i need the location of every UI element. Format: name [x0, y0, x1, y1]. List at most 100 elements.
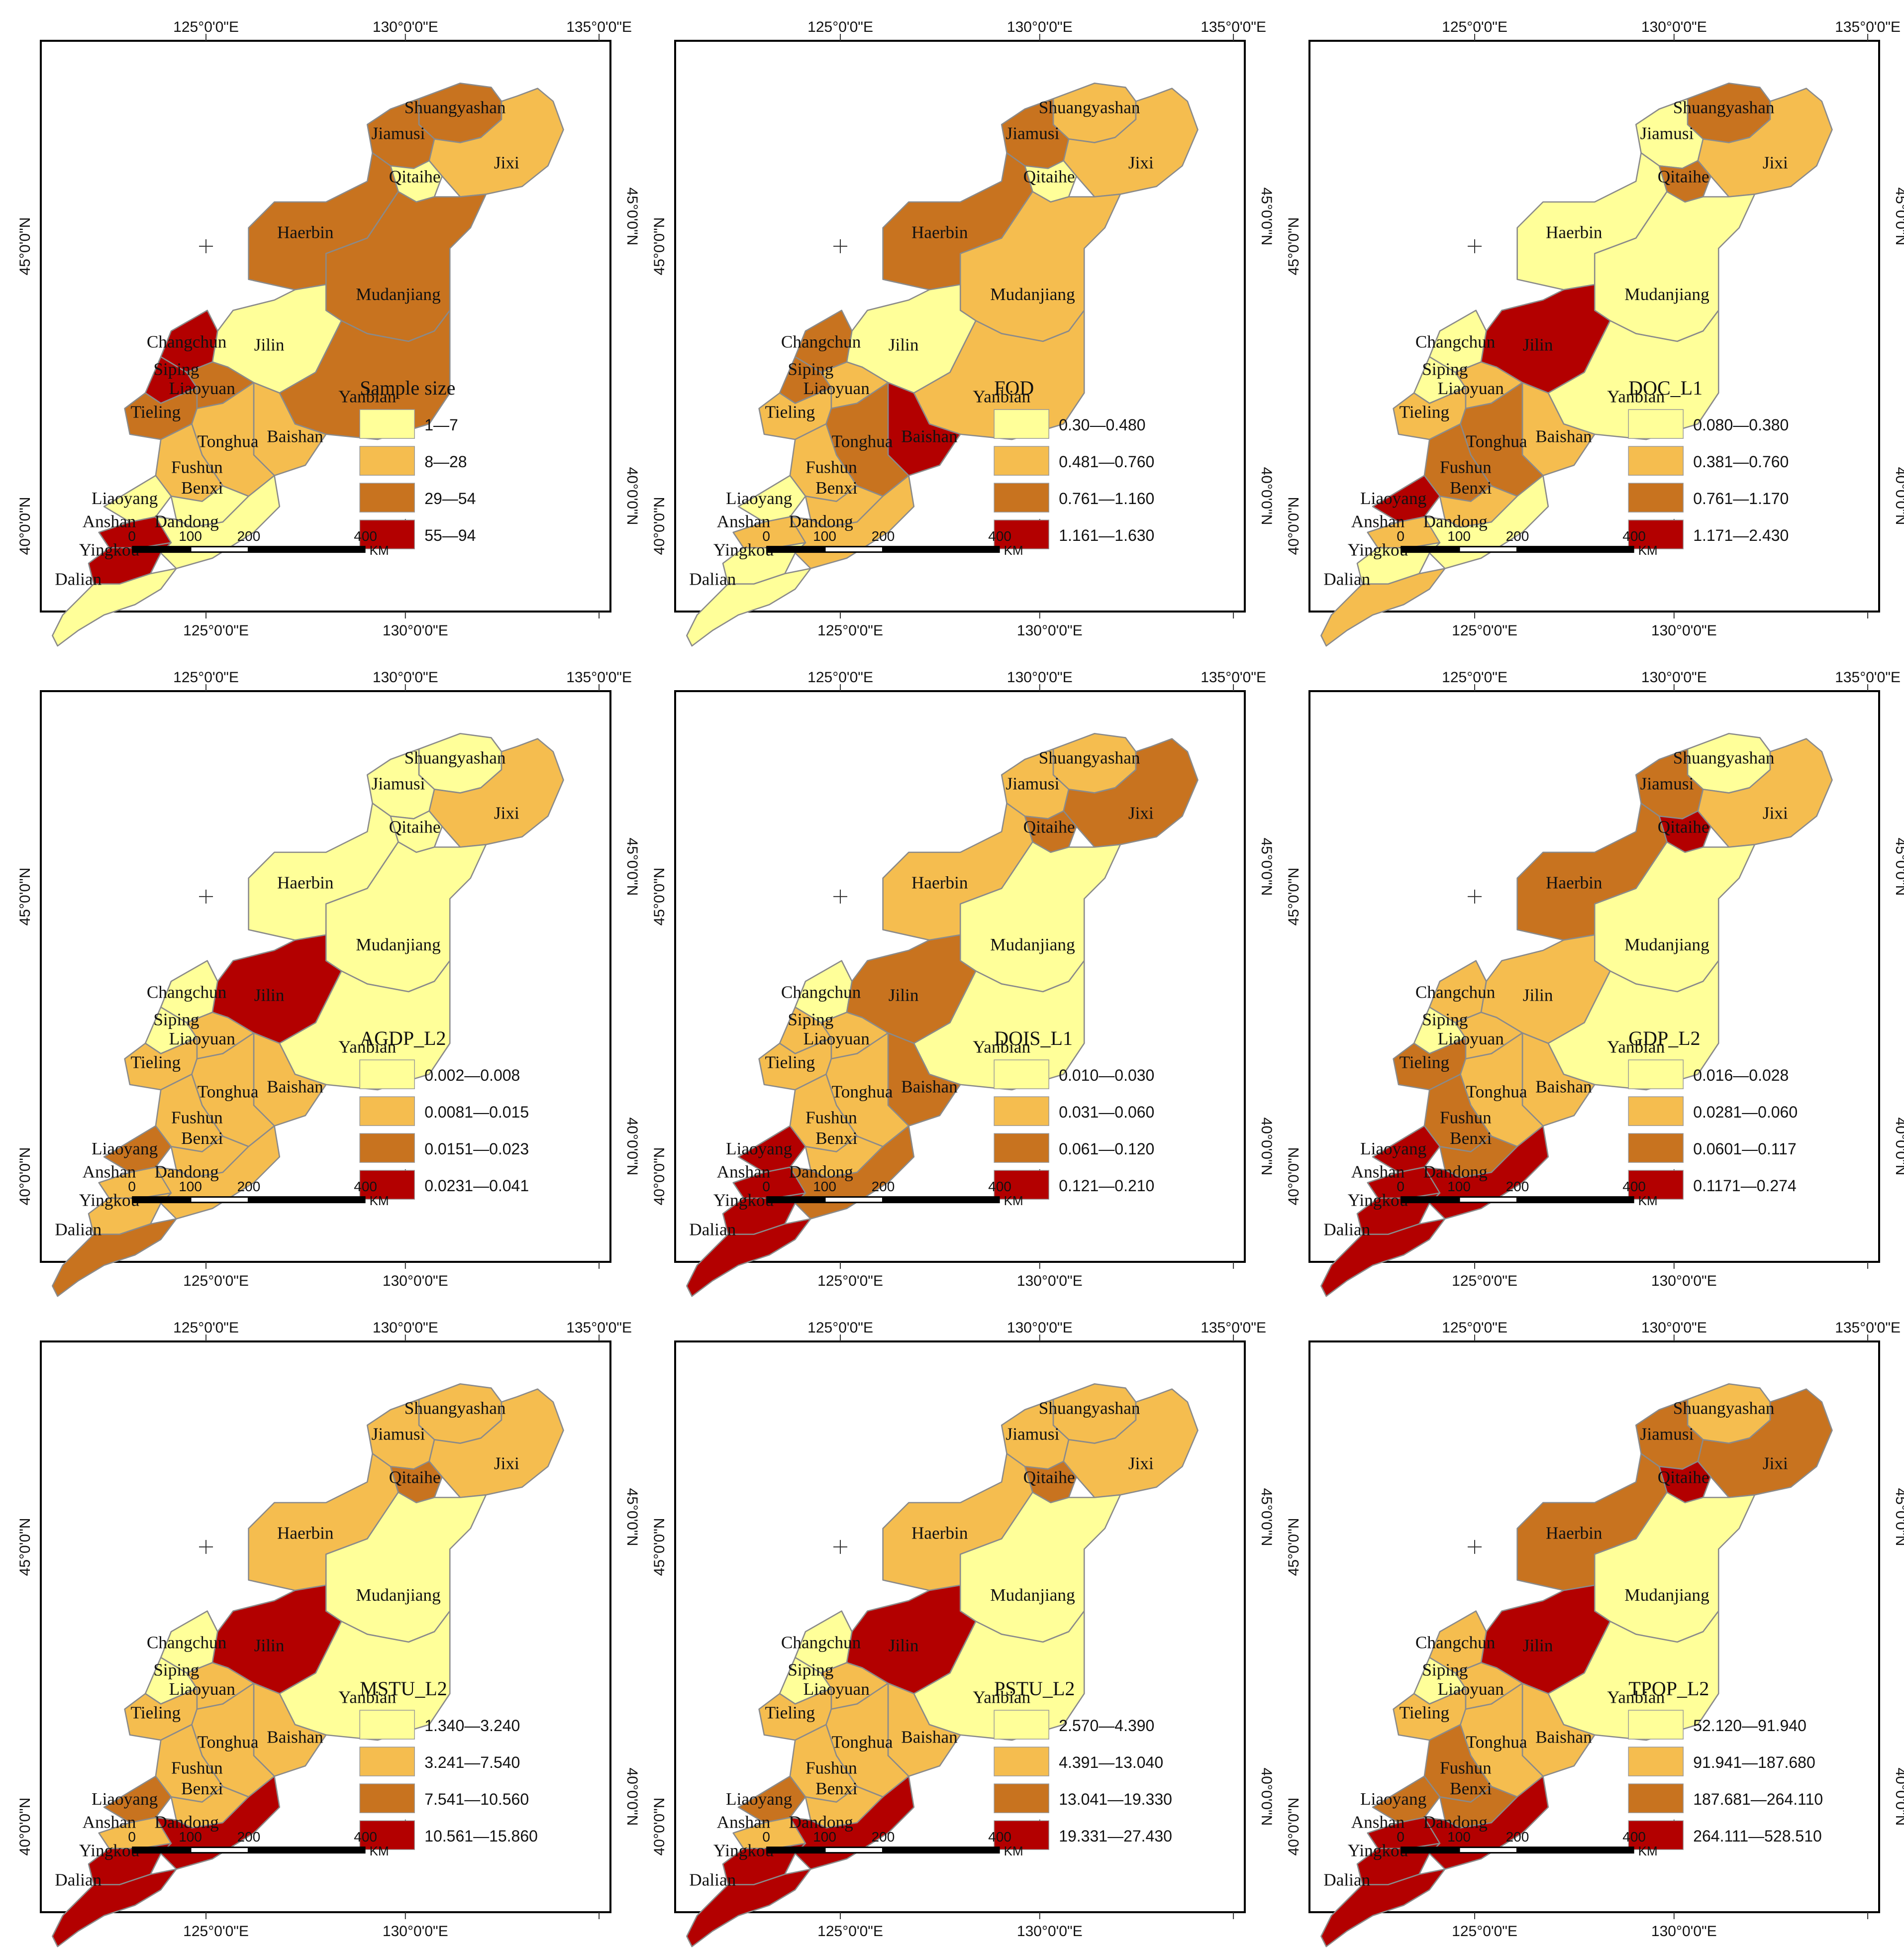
- city-label-mudanjiang: Mudanjiang: [356, 1585, 440, 1605]
- city-label-shuangyashan: Shuangyashan: [404, 98, 506, 117]
- city-label-qitaihe: Qitaihe: [1658, 167, 1709, 186]
- latitude-label-left: 40°0'0"N: [17, 1147, 33, 1206]
- city-label-fushun: Fushun: [805, 1758, 857, 1778]
- city-label-jilin: Jilin: [889, 1636, 919, 1655]
- region-dalian: [1320, 1218, 1446, 1297]
- city-label-liaoyuan: Liaoyuan: [169, 1679, 236, 1699]
- latitude-label-left: 45°0'0"N: [651, 217, 668, 276]
- legend-swatch: [1628, 1747, 1684, 1776]
- city-label-anshan: Anshan: [83, 1813, 136, 1832]
- scale-label: 200: [237, 1179, 261, 1194]
- region-jixi: [1063, 88, 1199, 198]
- map-panel-gdp-l2: 125°0'0"E 125°0'0"E 130°0'0"E 130°0'0"E 135°…: [1286, 669, 1904, 1297]
- scale-bar-segment: [1460, 1848, 1516, 1852]
- city-label-jixi: Jixi: [1763, 803, 1788, 822]
- legend-label: 0.031—0.060: [1059, 1103, 1154, 1121]
- legend-label: 0.080—0.380: [1693, 416, 1789, 434]
- city-label-tonghua: Tonghua: [832, 432, 893, 451]
- graticule-cross: [1468, 1540, 1482, 1554]
- longitude-label-bottom: 130°0'0"E: [1017, 622, 1083, 639]
- city-label-baishan: Baishan: [267, 1077, 323, 1096]
- legend-title: DOC_L1: [1628, 377, 1703, 399]
- latitude-label-left: 45°0'0"N: [651, 868, 668, 926]
- legend-swatch: [1628, 1710, 1684, 1740]
- city-label-yingkou: Yingkou: [1348, 540, 1408, 560]
- region-jixi: [1063, 738, 1199, 848]
- city-label-tieling: Tieling: [1400, 403, 1450, 422]
- scale-label: 200: [1506, 1179, 1529, 1194]
- city-label-tieling: Tieling: [131, 403, 181, 422]
- city-label-liaoyang: Liaoyang: [1360, 489, 1426, 508]
- longitude-label-bottom: 125°0'0"E: [183, 1273, 249, 1289]
- city-label-qitaihe: Qitaihe: [389, 1467, 441, 1487]
- city-label-jilin: Jilin: [889, 986, 919, 1005]
- scale-unit: KM: [1638, 1193, 1658, 1208]
- legend-label: 0.761—1.170: [1693, 490, 1789, 508]
- latitude-label-right: 40°0'0"N: [1893, 467, 1904, 525]
- scale-bar: [132, 546, 366, 553]
- city-label-qitaihe: Qitaihe: [1023, 1467, 1075, 1487]
- city-label-dalian: Dalian: [55, 1220, 101, 1239]
- city-label-yingkou: Yingkou: [79, 540, 140, 560]
- longitude-label-top: 130°0'0"E: [1007, 1320, 1073, 1336]
- scale-label: 400: [354, 528, 377, 544]
- legend-swatch: [994, 519, 1049, 549]
- longitude-label-bottom: 130°0'0"E: [1017, 1273, 1083, 1289]
- map-panel-doc-l1: 125°0'0"E 125°0'0"E 130°0'0"E 130°0'0"E 135°…: [1286, 19, 1904, 647]
- latitude-label-left: 40°0'0"N: [17, 1798, 33, 1856]
- graticule-cross: [833, 239, 848, 253]
- legend-swatch: [1628, 1783, 1684, 1813]
- latitude-label-right: 45°0'0"N: [1258, 838, 1275, 896]
- longitude-label-bottom: 130°0'0"E: [383, 1273, 448, 1289]
- city-label-tonghua: Tonghua: [1466, 432, 1527, 451]
- legend-title: GDP_L2: [1628, 1027, 1700, 1049]
- legend-label: 10.561—15.860: [424, 1827, 538, 1845]
- latitude-label-right: 45°0'0"N: [624, 188, 640, 246]
- region-jixi: [1697, 738, 1833, 848]
- city-label-yanbian: Yanbian: [1607, 387, 1665, 406]
- city-label-jixi: Jixi: [1128, 1453, 1154, 1473]
- city-label-changchun: Changchun: [1415, 982, 1496, 1002]
- scale-label: 200: [237, 528, 261, 544]
- latitude-label-right: 40°0'0"N: [1258, 1768, 1275, 1826]
- latitude-label-left: 45°0'0"N: [1286, 217, 1302, 276]
- city-label-baishan: Baishan: [901, 426, 958, 446]
- city-label-tonghua: Tonghua: [832, 1733, 893, 1752]
- scale-label: 100: [813, 1179, 836, 1194]
- longitude-label-top: 125°0'0"E: [1442, 1320, 1507, 1336]
- city-label-liaoyuan: Liaoyuan: [169, 379, 236, 398]
- longitude-label-bottom: 130°0'0"E: [383, 1923, 448, 1940]
- legend-swatch: [994, 1747, 1049, 1776]
- longitude-label-bottom: 125°0'0"E: [817, 622, 883, 639]
- longitude-label-bottom: 130°0'0"E: [1017, 1923, 1083, 1940]
- city-label-baishan: Baishan: [1535, 1077, 1592, 1096]
- city-label-tonghua: Tonghua: [1466, 1082, 1527, 1102]
- legend-swatch: [994, 1059, 1049, 1089]
- latitude-label-left: 45°0'0"N: [1286, 1518, 1302, 1576]
- region-layer: Shuangyashan Jiamusi Qitaihe Jixi Haerbin Mud…: [686, 1383, 1199, 1948]
- scale-bar: [766, 546, 1000, 553]
- city-label-liaoyuan: Liaoyuan: [1438, 379, 1504, 398]
- legend-swatch: [359, 1710, 415, 1740]
- legend-label: 55—94: [424, 526, 476, 544]
- city-label-siping: Siping: [153, 359, 199, 379]
- city-label-yingkou: Yingkou: [713, 1841, 774, 1860]
- legend-swatch: [359, 1096, 415, 1126]
- scale-bar-segment: [825, 1198, 882, 1202]
- city-label-jixi: Jixi: [494, 153, 519, 172]
- scale-unit: KM: [370, 1193, 389, 1208]
- city-label-dandong: Dandong: [1423, 1162, 1487, 1182]
- legend-label: 0.0151—0.023: [424, 1140, 529, 1158]
- city-label-mudanjiang: Mudanjiang: [1624, 1585, 1709, 1605]
- region-dalian: [1320, 568, 1446, 647]
- city-label-anshan: Anshan: [83, 512, 136, 531]
- city-label-dandong: Dandong: [789, 512, 853, 531]
- city-label-fushun: Fushun: [1440, 1758, 1492, 1778]
- city-label-changchun: Changchun: [147, 982, 227, 1002]
- city-label-siping: Siping: [1422, 359, 1468, 379]
- city-label-qitaihe: Qitaihe: [1658, 1467, 1709, 1487]
- map-panel-mstu-l2: 125°0'0"E 125°0'0"E 130°0'0"E 130°0'0"E 135°…: [17, 1320, 640, 1948]
- city-label-qitaihe: Qitaihe: [1658, 817, 1709, 836]
- legend-label: 7.541—10.560: [424, 1790, 529, 1808]
- legend-label: 0.0601—0.117: [1693, 1140, 1797, 1158]
